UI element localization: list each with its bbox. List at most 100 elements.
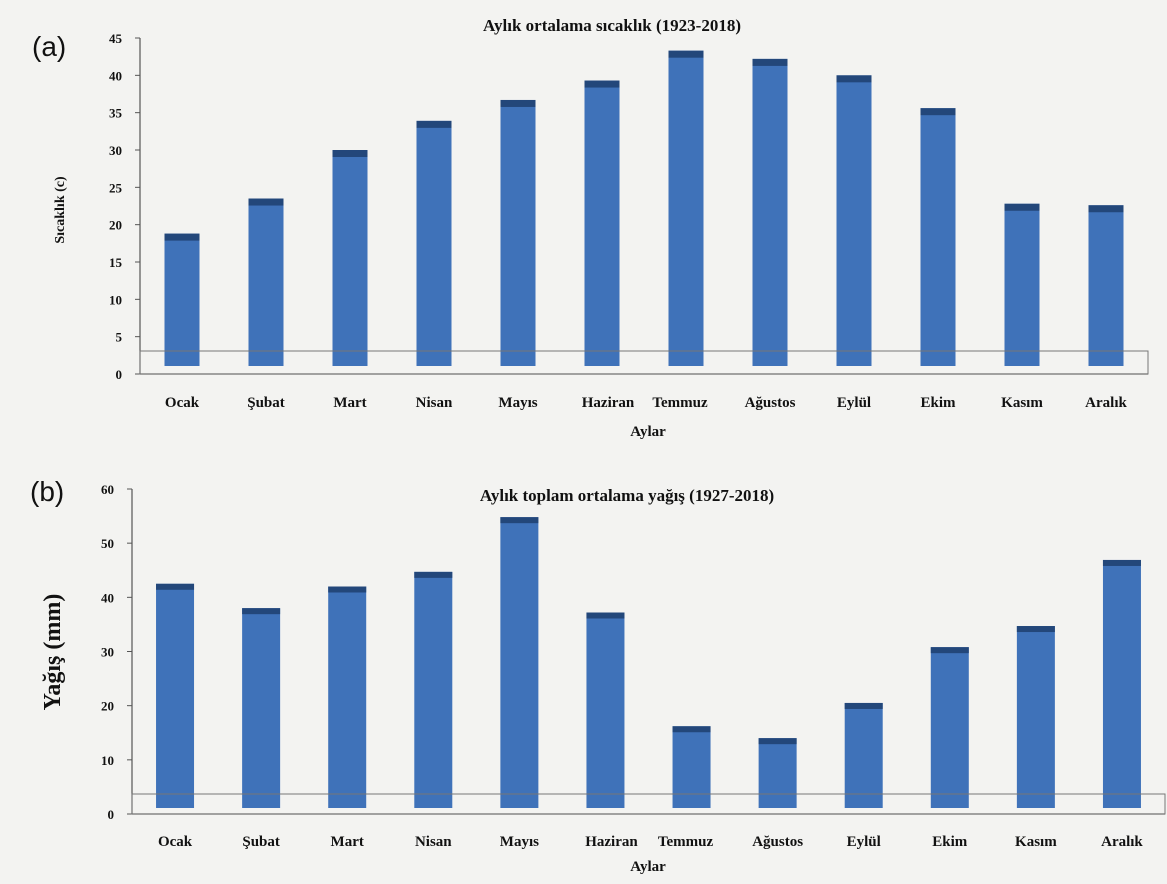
bar-cap-b-5 — [586, 612, 625, 619]
bar-cap-b-3 — [414, 571, 453, 578]
bar-cap-b-6 — [672, 726, 711, 733]
x-tick-label: Mayıs — [500, 834, 539, 850]
bar-b-6 — [672, 726, 711, 808]
bar-a-4 — [500, 99, 536, 367]
y-axis-label-precipitation: Yağış (mm) — [40, 594, 66, 711]
bar-a-7 — [752, 58, 788, 366]
chart-title-temperature: Aylık ortalama sıcaklık (1923-2018) — [483, 16, 741, 35]
x-axis-label-precipitation: Aylar — [630, 859, 666, 875]
y-tick-label: 25 — [109, 180, 123, 195]
bar-cap-b-0 — [156, 583, 195, 590]
y-tick-label: 15 — [109, 255, 123, 270]
x-tick-label: Kasım — [1015, 834, 1057, 850]
bar-a-5 — [584, 80, 620, 366]
x-tick-label: Ekim — [932, 834, 968, 850]
bar-a-1 — [248, 198, 284, 366]
x-tick-label: Eylül — [837, 395, 871, 411]
y-axis-label-temperature: Sıcaklık (c) — [53, 176, 68, 244]
y-tick-label: 60 — [101, 482, 114, 497]
y-tick-label: 40 — [101, 590, 114, 605]
bar-b-0 — [156, 583, 195, 808]
axes-temperature — [135, 37, 1149, 375]
bar-b-10 — [1016, 626, 1055, 808]
x-tick-label: Ağustos — [745, 395, 796, 411]
chart-floor — [139, 350, 1149, 375]
y-tick-label: 0 — [116, 367, 123, 382]
bars-temperature — [164, 50, 1124, 367]
x-tick-label: Ağustos — [752, 834, 803, 850]
bar-a-2 — [332, 150, 368, 366]
x-tick-label: Aralık — [1101, 834, 1143, 850]
x-tick-label: Ekim — [920, 395, 956, 411]
bar-a-9 — [920, 108, 956, 366]
x-tick-label: Aralık — [1085, 395, 1127, 411]
bar-cap-b-1 — [242, 608, 281, 615]
y-tick-labels-temperature: 0 5 10 15 20 25 30 35 40 45 — [109, 31, 123, 382]
y-tick-label: 50 — [101, 536, 114, 551]
y-tick-label: 45 — [109, 31, 123, 46]
bar-cap-b-2 — [328, 586, 367, 593]
x-tick-label: Haziran — [585, 834, 638, 850]
bar-a-0 — [164, 233, 200, 366]
x-tick-label: Temmuz — [652, 395, 708, 411]
bar-cap-b-10 — [1016, 626, 1055, 633]
bar-b-3 — [414, 571, 453, 808]
x-tick-label: Mayıs — [498, 395, 537, 411]
bar-cap-a-5 — [584, 80, 620, 88]
x-tick-label: Mart — [333, 395, 366, 411]
bar-a-3 — [416, 120, 452, 366]
bar-cap-a-4 — [500, 99, 536, 107]
bar-cap-b-9 — [930, 647, 969, 654]
bar-cap-b-8 — [844, 702, 883, 709]
axes-precipitation — [127, 488, 1166, 815]
bar-b-2 — [328, 586, 367, 808]
x-tick-labels-temperature: Ocak Şubat Mart Nisan Mayıs Haziran Temmuz Ağus… — [165, 395, 1128, 411]
y-tick-label: 35 — [109, 106, 123, 121]
y-tick-label: 20 — [109, 218, 122, 233]
bar-cap-a-9 — [920, 108, 956, 116]
bar-b-11 — [1102, 559, 1141, 808]
bar-a-8 — [836, 75, 872, 366]
x-tick-label: Mart — [331, 834, 364, 850]
bar-cap-b-7 — [758, 738, 797, 745]
bar-cap-a-6 — [668, 50, 704, 58]
y-tick-label: 40 — [109, 68, 122, 83]
bar-cap-b-11 — [1102, 559, 1141, 566]
bar-a-10 — [1004, 203, 1040, 366]
bar-cap-a-10 — [1004, 203, 1040, 211]
x-tick-label: Eylül — [847, 834, 881, 850]
chart-title-precipitation: Aylık toplam ortalama yağış (1927-2018) — [480, 486, 774, 505]
x-tick-label: Kasım — [1001, 395, 1043, 411]
y-tick-labels-precipitation: 0 10 20 30 40 50 60 — [101, 482, 114, 822]
bar-a-6 — [668, 50, 704, 367]
bar-cap-a-8 — [836, 75, 872, 83]
y-tick-label: 30 — [101, 645, 114, 660]
bar-b-7 — [758, 738, 797, 808]
x-tick-label: Ocak — [165, 395, 200, 411]
precipitation-chart: (b) Aylık toplam ortalama yağış (1927-20… — [30, 476, 1166, 875]
y-tick-label: 20 — [101, 699, 114, 714]
panel-label-a: (a) — [32, 31, 66, 62]
x-tick-label: Nisan — [416, 395, 453, 411]
x-tick-label: Şubat — [242, 834, 280, 850]
panel-label-b: (b) — [30, 476, 64, 507]
bar-b-8 — [844, 702, 883, 808]
bar-cap-b-4 — [500, 517, 539, 524]
bar-cap-a-7 — [752, 58, 788, 66]
x-tick-label: Şubat — [247, 395, 285, 411]
bar-b-4 — [500, 517, 539, 808]
y-tick-label: 10 — [101, 753, 114, 768]
bar-cap-a-2 — [332, 150, 368, 157]
bar-cap-a-1 — [248, 198, 284, 206]
bar-cap-a-3 — [416, 120, 452, 128]
y-tick-label: 10 — [109, 292, 122, 307]
y-tick-label: 30 — [109, 143, 122, 158]
chart-floor — [131, 793, 1166, 815]
bar-cap-a-0 — [164, 233, 200, 241]
x-tick-label: Nisan — [415, 834, 452, 850]
x-axis-label-temperature: Aylar — [630, 424, 666, 440]
x-tick-label: Ocak — [158, 834, 193, 850]
